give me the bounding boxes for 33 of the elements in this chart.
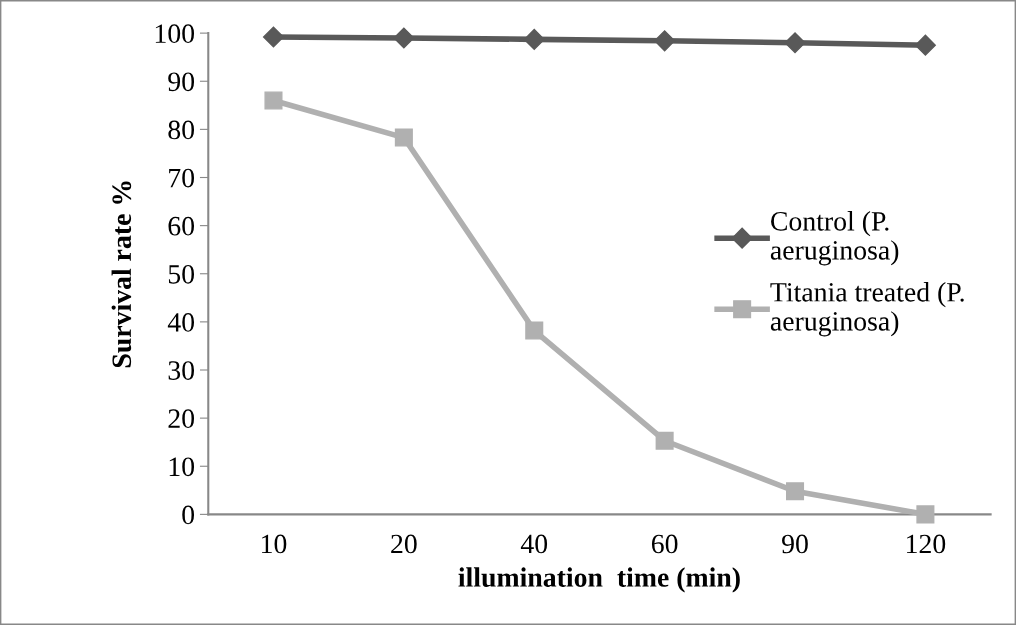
point: [393, 27, 415, 49]
point: [523, 28, 545, 50]
point: [394, 128, 413, 147]
point: [262, 26, 284, 48]
y-tick-label: 50: [168, 264, 195, 284]
x-tick-label: 40: [520, 534, 548, 554]
legend-label: Control (P. aeruginosa): [770, 211, 899, 266]
point: [264, 91, 283, 110]
x-tick-label: 10: [262, 534, 287, 554]
y-tick-label: 80: [168, 120, 195, 140]
y-tick-label: 70: [169, 168, 195, 188]
y-tick-label: 60: [168, 216, 195, 236]
point: [525, 321, 544, 340]
x-tick-label: 20: [391, 534, 417, 554]
point: [654, 30, 676, 52]
y-tick-label: 10: [169, 457, 195, 477]
y-axis-title: Survival rate %: [111, 181, 132, 368]
x-tick-label: 60: [651, 534, 678, 554]
point: [784, 32, 806, 54]
point: [916, 505, 935, 524]
point: [914, 34, 936, 56]
x-tick-label: 120: [907, 534, 946, 554]
y-tick-label: 0: [182, 505, 195, 525]
y-tick-label: 40: [167, 313, 195, 332]
x-tick-label: 90: [782, 534, 808, 554]
y-tick-label: 20: [168, 409, 195, 429]
point: [655, 431, 674, 450]
legend-label: Titania treated (P. aeruginosa): [770, 282, 964, 337]
y-tick-label: 100: [155, 24, 195, 44]
x-axis-title: illumination time (min): [458, 567, 740, 593]
y-tick-label: 90: [168, 72, 195, 92]
point: [785, 482, 805, 501]
y-tick-label: 30: [168, 361, 195, 380]
